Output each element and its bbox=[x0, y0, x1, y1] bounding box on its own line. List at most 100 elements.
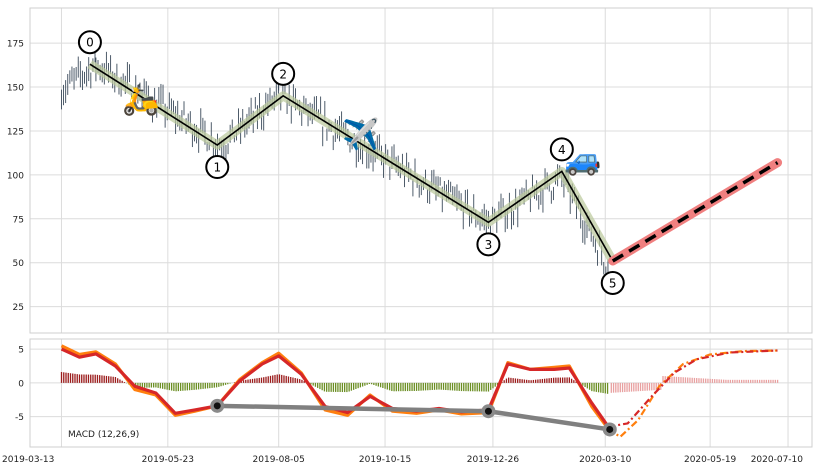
forecast-histogram-bar bbox=[721, 380, 722, 383]
forecast-histogram-bar bbox=[698, 378, 699, 383]
macd-histogram-bar bbox=[353, 383, 354, 390]
macd-histogram-bar bbox=[70, 373, 71, 383]
macd-histogram-bar bbox=[364, 383, 365, 386]
forecast-histogram-bar bbox=[777, 380, 778, 383]
forecast-histogram-bar bbox=[631, 383, 632, 392]
macd-histogram-bar bbox=[263, 377, 264, 383]
forecast-histogram-bar bbox=[719, 379, 720, 382]
macd-histogram-bar bbox=[86, 375, 87, 383]
forecast-histogram-bar bbox=[696, 378, 697, 383]
macd-histogram-bar bbox=[74, 374, 75, 383]
macd-histogram-bar bbox=[362, 383, 363, 387]
forecast-histogram-bar bbox=[638, 383, 639, 391]
macd-histogram-bar bbox=[461, 383, 462, 391]
macd-histogram-bar bbox=[272, 375, 273, 382]
forecast-histogram-bar bbox=[759, 380, 760, 383]
macd-histogram-bar bbox=[277, 374, 278, 382]
macd-histogram-bar bbox=[117, 378, 118, 383]
macd-histogram-bar bbox=[434, 383, 435, 390]
price-y-tick-label: 50 bbox=[13, 259, 25, 269]
wave-point-label: 1 bbox=[213, 161, 221, 175]
macd-histogram-bar bbox=[384, 383, 385, 389]
macd-histogram-bar bbox=[207, 383, 208, 389]
macd-histogram-bar bbox=[463, 383, 464, 391]
macd-histogram-bar bbox=[344, 383, 345, 392]
macd-histogram-bar bbox=[450, 383, 451, 390]
macd-histogram-bar bbox=[214, 383, 215, 388]
macd-histogram-bar bbox=[591, 383, 592, 391]
macd-histogram-bar bbox=[427, 383, 428, 390]
forecast-histogram-bar bbox=[757, 380, 758, 383]
forecast-histogram-bar bbox=[617, 383, 618, 393]
forecast-histogram-bar bbox=[622, 383, 623, 392]
macd-histogram-bar bbox=[436, 383, 437, 390]
macd-histogram-bar bbox=[528, 380, 529, 383]
macd-histogram-bar bbox=[366, 383, 367, 385]
macd-histogram-bar bbox=[279, 374, 280, 383]
macd-histogram-bar bbox=[607, 383, 608, 394]
elliott-wave-line bbox=[90, 64, 613, 261]
macd-histogram-bar bbox=[342, 383, 343, 392]
divergence-point bbox=[485, 408, 492, 415]
macd-histogram-bar bbox=[571, 379, 572, 383]
forecast-histogram-bar bbox=[620, 383, 621, 392]
macd-histogram-bar bbox=[495, 383, 496, 387]
x-tick-label: 2019-05-23 bbox=[142, 455, 194, 465]
macd-histogram-bar bbox=[115, 377, 116, 383]
price-y-tick-label: 150 bbox=[7, 84, 24, 94]
macd-histogram-bar bbox=[324, 383, 325, 392]
macd-histogram-bar bbox=[180, 383, 181, 391]
macd-histogram-bar bbox=[319, 383, 320, 389]
macd-histogram-bar bbox=[596, 383, 597, 392]
macd-histogram-bar bbox=[380, 383, 381, 387]
macd-histogram-bar bbox=[582, 383, 583, 386]
forecast-histogram-bar bbox=[674, 377, 675, 383]
forecast-histogram-bar bbox=[644, 383, 645, 391]
macd-y-tick-label: -5 bbox=[15, 413, 24, 423]
macd-histogram-bar bbox=[216, 383, 217, 388]
macd-histogram-bar bbox=[259, 378, 260, 383]
forecast-histogram-bar bbox=[701, 378, 702, 383]
macd-histogram-bar bbox=[454, 383, 455, 391]
forecast-histogram-bar bbox=[716, 379, 717, 383]
macd-histogram-bar bbox=[445, 383, 446, 390]
macd-histogram-bar bbox=[225, 383, 226, 385]
macd-histogram-bar bbox=[313, 383, 314, 386]
forecast-histogram-bar bbox=[694, 378, 695, 383]
macd-histogram-bar bbox=[369, 383, 370, 384]
macd-histogram-bar bbox=[405, 383, 406, 391]
macd-histogram-bar bbox=[184, 383, 185, 391]
forecast-histogram-bar bbox=[683, 377, 684, 383]
forecast-histogram-bar bbox=[748, 380, 749, 383]
forecast-histogram-bar bbox=[685, 377, 686, 383]
macd-histogram-bar bbox=[569, 377, 570, 382]
macd-histogram-bar bbox=[438, 383, 439, 390]
macd-histogram-bar bbox=[470, 383, 471, 391]
macd-histogram-bar bbox=[162, 383, 163, 389]
macd-histogram-bar bbox=[443, 383, 444, 390]
macd-histogram-bar bbox=[539, 379, 540, 383]
wave-highlight bbox=[90, 64, 613, 261]
macd-histogram-bar bbox=[598, 383, 599, 392]
macd-histogram-bar bbox=[92, 375, 93, 383]
macd-histogram-bar bbox=[81, 374, 82, 382]
forecast-histogram-bar bbox=[640, 383, 641, 391]
macd-histogram-bar bbox=[423, 383, 424, 391]
macd-histogram-bar bbox=[490, 383, 491, 390]
macd-histogram-bar bbox=[160, 383, 161, 388]
macd-histogram-bar bbox=[90, 375, 91, 383]
macd-histogram-bar bbox=[418, 383, 419, 391]
macd-histogram-bar bbox=[459, 383, 460, 391]
x-tick-label: 2019-03-13 bbox=[2, 455, 54, 465]
x-tick-label: 2020-05-19 bbox=[684, 455, 737, 465]
macd-histogram-bar bbox=[479, 383, 480, 392]
airplane-icon: ✈️ bbox=[342, 116, 379, 153]
macd-histogram-bar bbox=[533, 380, 534, 383]
macd-histogram-bar bbox=[119, 380, 120, 383]
macd-histogram-bar bbox=[108, 376, 109, 383]
forecast-histogram-bar bbox=[642, 383, 643, 391]
macd-histogram-bar bbox=[600, 383, 601, 393]
macd-histogram-bar bbox=[144, 383, 145, 388]
